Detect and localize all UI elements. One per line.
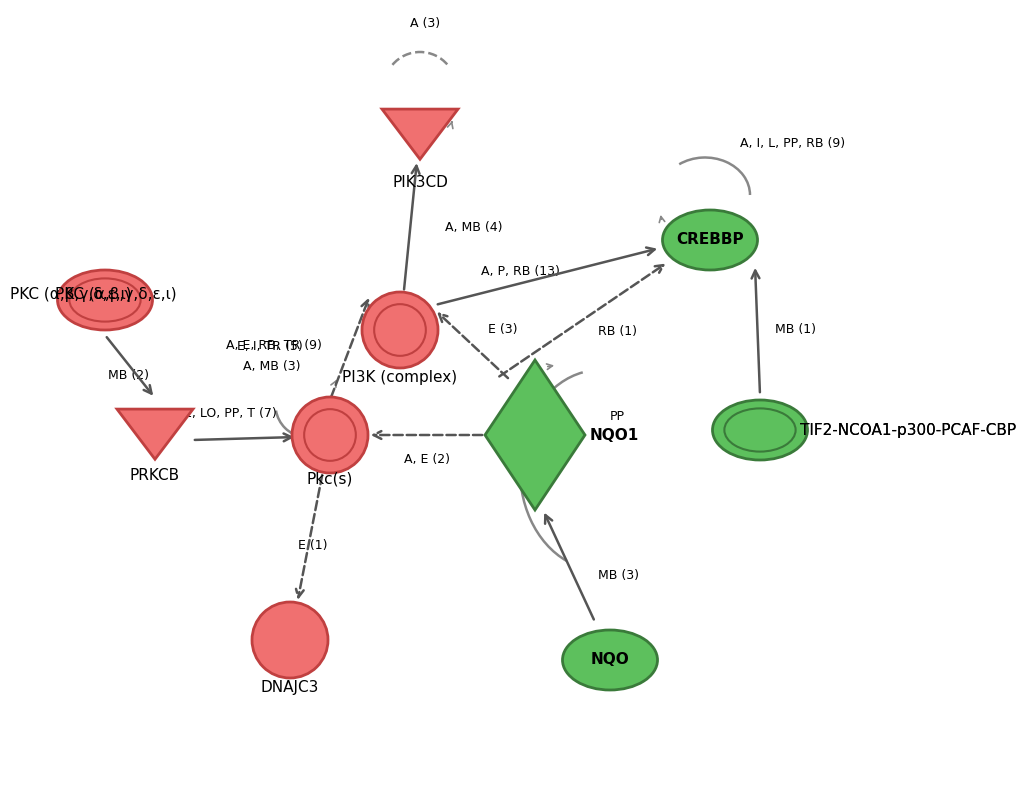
Ellipse shape bbox=[662, 210, 757, 270]
Ellipse shape bbox=[561, 630, 657, 690]
Text: A, MB (4): A, MB (4) bbox=[444, 221, 502, 235]
Circle shape bbox=[362, 292, 437, 368]
Text: A, MB (3): A, MB (3) bbox=[243, 360, 301, 373]
Text: A (3): A (3) bbox=[410, 17, 439, 30]
Text: PKC (α,β,γ,δ,ε,ι): PKC (α,β,γ,δ,ε,ι) bbox=[10, 287, 131, 302]
Ellipse shape bbox=[57, 270, 153, 330]
Text: PP: PP bbox=[609, 411, 625, 423]
Text: PI3K (complex): PI3K (complex) bbox=[342, 370, 458, 385]
Polygon shape bbox=[117, 409, 193, 460]
Text: A, E, RB, TR (9): A, E, RB, TR (9) bbox=[226, 338, 322, 352]
Text: NQO: NQO bbox=[590, 652, 629, 667]
Text: E, LO, PP, T (7): E, LO, PP, T (7) bbox=[183, 407, 276, 420]
Text: DNAJC3: DNAJC3 bbox=[261, 680, 319, 695]
Text: A, I, L, PP, RB (9): A, I, L, PP, RB (9) bbox=[739, 137, 845, 150]
Text: A, E (2): A, E (2) bbox=[404, 453, 449, 466]
Text: A, P, RB (13): A, P, RB (13) bbox=[480, 265, 558, 278]
Text: MB (3): MB (3) bbox=[597, 568, 638, 582]
Text: Pkc(s): Pkc(s) bbox=[307, 472, 353, 487]
Circle shape bbox=[291, 397, 368, 473]
Text: TIF2-NCOA1-p300-PCAF-CBP: TIF2-NCOA1-p300-PCAF-CBP bbox=[799, 423, 1015, 438]
Text: MB (1): MB (1) bbox=[774, 323, 815, 337]
Text: NQO1: NQO1 bbox=[589, 427, 639, 442]
Text: CREBBP: CREBBP bbox=[676, 232, 743, 247]
Circle shape bbox=[252, 602, 328, 678]
Polygon shape bbox=[382, 109, 458, 159]
Text: PIK3CD: PIK3CD bbox=[391, 175, 447, 190]
Text: E (1): E (1) bbox=[298, 538, 327, 552]
Polygon shape bbox=[484, 360, 585, 510]
Text: E, I, TR (5): E, I, TR (5) bbox=[236, 340, 303, 353]
Text: PKC (α,β,γ,δ,ε,ι): PKC (α,β,γ,δ,ε,ι) bbox=[55, 287, 176, 302]
Text: MB (2): MB (2) bbox=[108, 368, 149, 382]
Text: PRKCB: PRKCB bbox=[129, 468, 180, 483]
Ellipse shape bbox=[712, 400, 807, 460]
Text: RB (1): RB (1) bbox=[597, 326, 637, 338]
Text: TIF2-NCOA1-p300-PCAF-CBP: TIF2-NCOA1-p300-PCAF-CBP bbox=[799, 423, 1015, 438]
Text: E (3): E (3) bbox=[487, 323, 517, 337]
